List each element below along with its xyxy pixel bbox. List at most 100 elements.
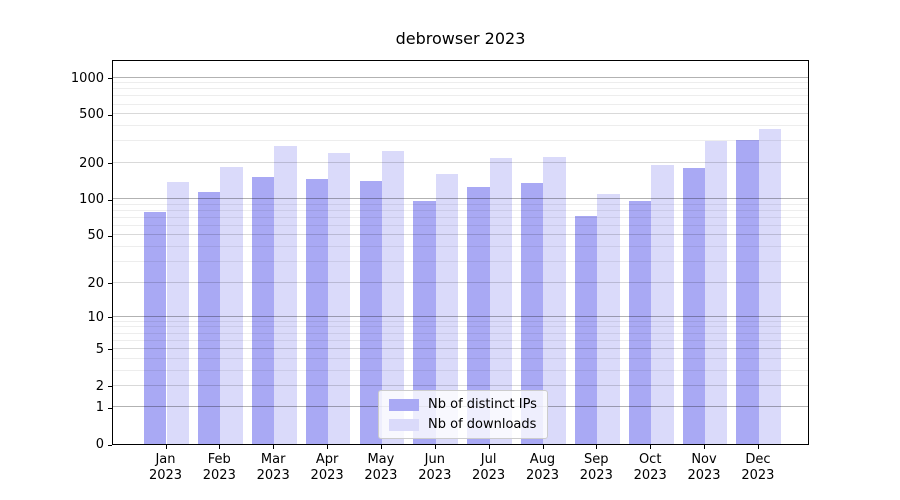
y-tick-1000 <box>108 78 112 79</box>
legend-label-distinct-ips: Nb of distinct IPs <box>428 397 537 412</box>
x-tick-sep <box>596 445 598 449</box>
gridline-y-2 <box>113 384 808 386</box>
y-tick-1 <box>108 407 112 409</box>
bar-nb-of-downloads-aug <box>543 156 566 444</box>
x-tick-aug <box>542 445 544 449</box>
x-tick-label-jan: Jan 2023 <box>148 452 183 483</box>
gridline-y-80 <box>113 209 808 211</box>
gridline-y-1000 <box>113 76 808 78</box>
legend-item-downloads: Nb of downloads <box>389 417 537 432</box>
x-tick-label-feb: Feb 2023 <box>202 452 236 483</box>
gridline-y-60 <box>113 224 808 226</box>
y-tick-2 <box>108 386 112 388</box>
x-tick-label-jul: Jul 2023 <box>472 452 506 483</box>
bar-nb-of-distinct-ips-jul <box>467 187 490 444</box>
plot-area: Nb of distinct IPs Nb of downloads <box>112 60 809 445</box>
gridline-y-800 <box>113 88 808 90</box>
legend-label-downloads: Nb of downloads <box>428 417 537 432</box>
gridline-y-90 <box>113 203 808 205</box>
x-tick-feb <box>219 445 221 449</box>
gridline-y-100 <box>113 198 808 200</box>
x-tick-label-mar: Mar 2023 <box>256 452 290 483</box>
gridline-y-600 <box>113 103 808 105</box>
bar-nb-of-downloads-jul <box>489 158 512 444</box>
legend-item-distinct-ips: Nb of distinct IPs <box>389 397 537 412</box>
gridline-y-30 <box>113 260 808 262</box>
legend-swatch-distinct-ips <box>389 398 419 411</box>
x-tick-label-apr: Apr 2023 <box>310 452 344 483</box>
gridline-y-10 <box>113 315 808 317</box>
gridline-y-70 <box>113 216 808 218</box>
bars-layer <box>113 61 808 444</box>
legend-swatch-downloads <box>389 418 419 431</box>
y-tick-500 <box>108 114 112 116</box>
chart-title: debrowser 2023 <box>395 29 526 48</box>
bar-nb-of-downloads-feb <box>220 166 243 444</box>
x-tick-apr <box>327 445 329 449</box>
y-tick-label-200: 200 <box>79 155 104 171</box>
gridline-y-20 <box>113 281 808 283</box>
gridline-y-700 <box>113 95 808 97</box>
gridline-y-50 <box>113 234 808 236</box>
gridline-y-40 <box>113 246 808 247</box>
bar-nb-of-distinct-ips-mar <box>251 177 275 444</box>
gridline-y-900 <box>113 82 808 84</box>
x-tick-mar <box>273 445 275 449</box>
y-tick-0 <box>108 444 112 446</box>
gridline-y-9 <box>113 320 808 322</box>
gridline-y-8 <box>113 326 808 328</box>
bar-nb-of-distinct-ips-aug <box>521 183 544 444</box>
legend: Nb of distinct IPs Nb of downloads <box>378 390 548 439</box>
y-tick-label-50: 50 <box>87 228 104 244</box>
bar-nb-of-downloads-jun <box>435 174 459 444</box>
bar-nb-of-distinct-ips-dec <box>736 140 759 444</box>
bar-nb-of-distinct-ips-may <box>359 180 382 444</box>
y-tick-label-5: 5 <box>95 341 104 357</box>
bar-nb-of-distinct-ips-oct <box>628 200 652 444</box>
x-tick-dec <box>757 445 759 449</box>
x-tick-label-dec: Dec 2023 <box>741 452 775 483</box>
gridline-y-3 <box>113 369 808 371</box>
bar-nb-of-downloads-may <box>381 150 405 444</box>
bar-nb-of-downloads-sep <box>597 194 620 444</box>
x-tick-label-nov: Nov 2023 <box>687 452 721 483</box>
bar-nb-of-downloads-nov <box>705 141 728 444</box>
y-tick-100 <box>108 199 112 201</box>
y-tick-50 <box>108 235 112 237</box>
bar-nb-of-distinct-ips-feb <box>197 192 221 444</box>
bar-nb-of-distinct-ips-jun <box>413 200 436 444</box>
x-tick-jan <box>165 445 167 449</box>
bar-nb-of-downloads-oct <box>651 165 674 444</box>
gridline-y-300 <box>113 140 808 142</box>
y-tick-10 <box>108 317 112 319</box>
grid-layer <box>113 61 808 444</box>
x-tick-label-jun: Jun 2023 <box>418 452 452 483</box>
x-tick-may <box>380 445 382 449</box>
gridline-y-400 <box>113 125 808 126</box>
x-tick-label-sep: Sep 2023 <box>579 452 613 483</box>
bar-nb-of-downloads-jan <box>166 182 189 444</box>
bar-nb-of-distinct-ips-jan <box>144 211 167 444</box>
y-tick-5 <box>108 349 112 351</box>
bar-nb-of-distinct-ips-nov <box>682 167 705 444</box>
gridline-y-6 <box>113 339 808 341</box>
bar-nb-of-downloads-mar <box>274 146 297 444</box>
y-tick-label-2: 2 <box>95 378 104 394</box>
gridline-y-7 <box>113 332 808 334</box>
bar-nb-of-downloads-dec <box>758 128 782 444</box>
x-tick-label-oct: Oct 2023 <box>633 452 667 483</box>
gridline-y-4 <box>113 357 808 359</box>
y-tick-label-1000: 1000 <box>70 70 104 86</box>
x-tick-nov <box>704 445 705 449</box>
y-tick-label-10: 10 <box>87 309 104 325</box>
y-tick-20 <box>108 283 112 284</box>
y-tick-label-500: 500 <box>79 107 104 123</box>
bar-nb-of-distinct-ips-apr <box>305 178 329 444</box>
y-tick-200 <box>108 163 112 165</box>
gridline-y-500 <box>113 113 808 115</box>
bar-nb-of-distinct-ips-sep <box>574 216 598 444</box>
x-tick-jun <box>434 445 436 449</box>
x-tick-oct <box>650 445 652 449</box>
y-tick-label-0: 0 <box>95 437 104 452</box>
